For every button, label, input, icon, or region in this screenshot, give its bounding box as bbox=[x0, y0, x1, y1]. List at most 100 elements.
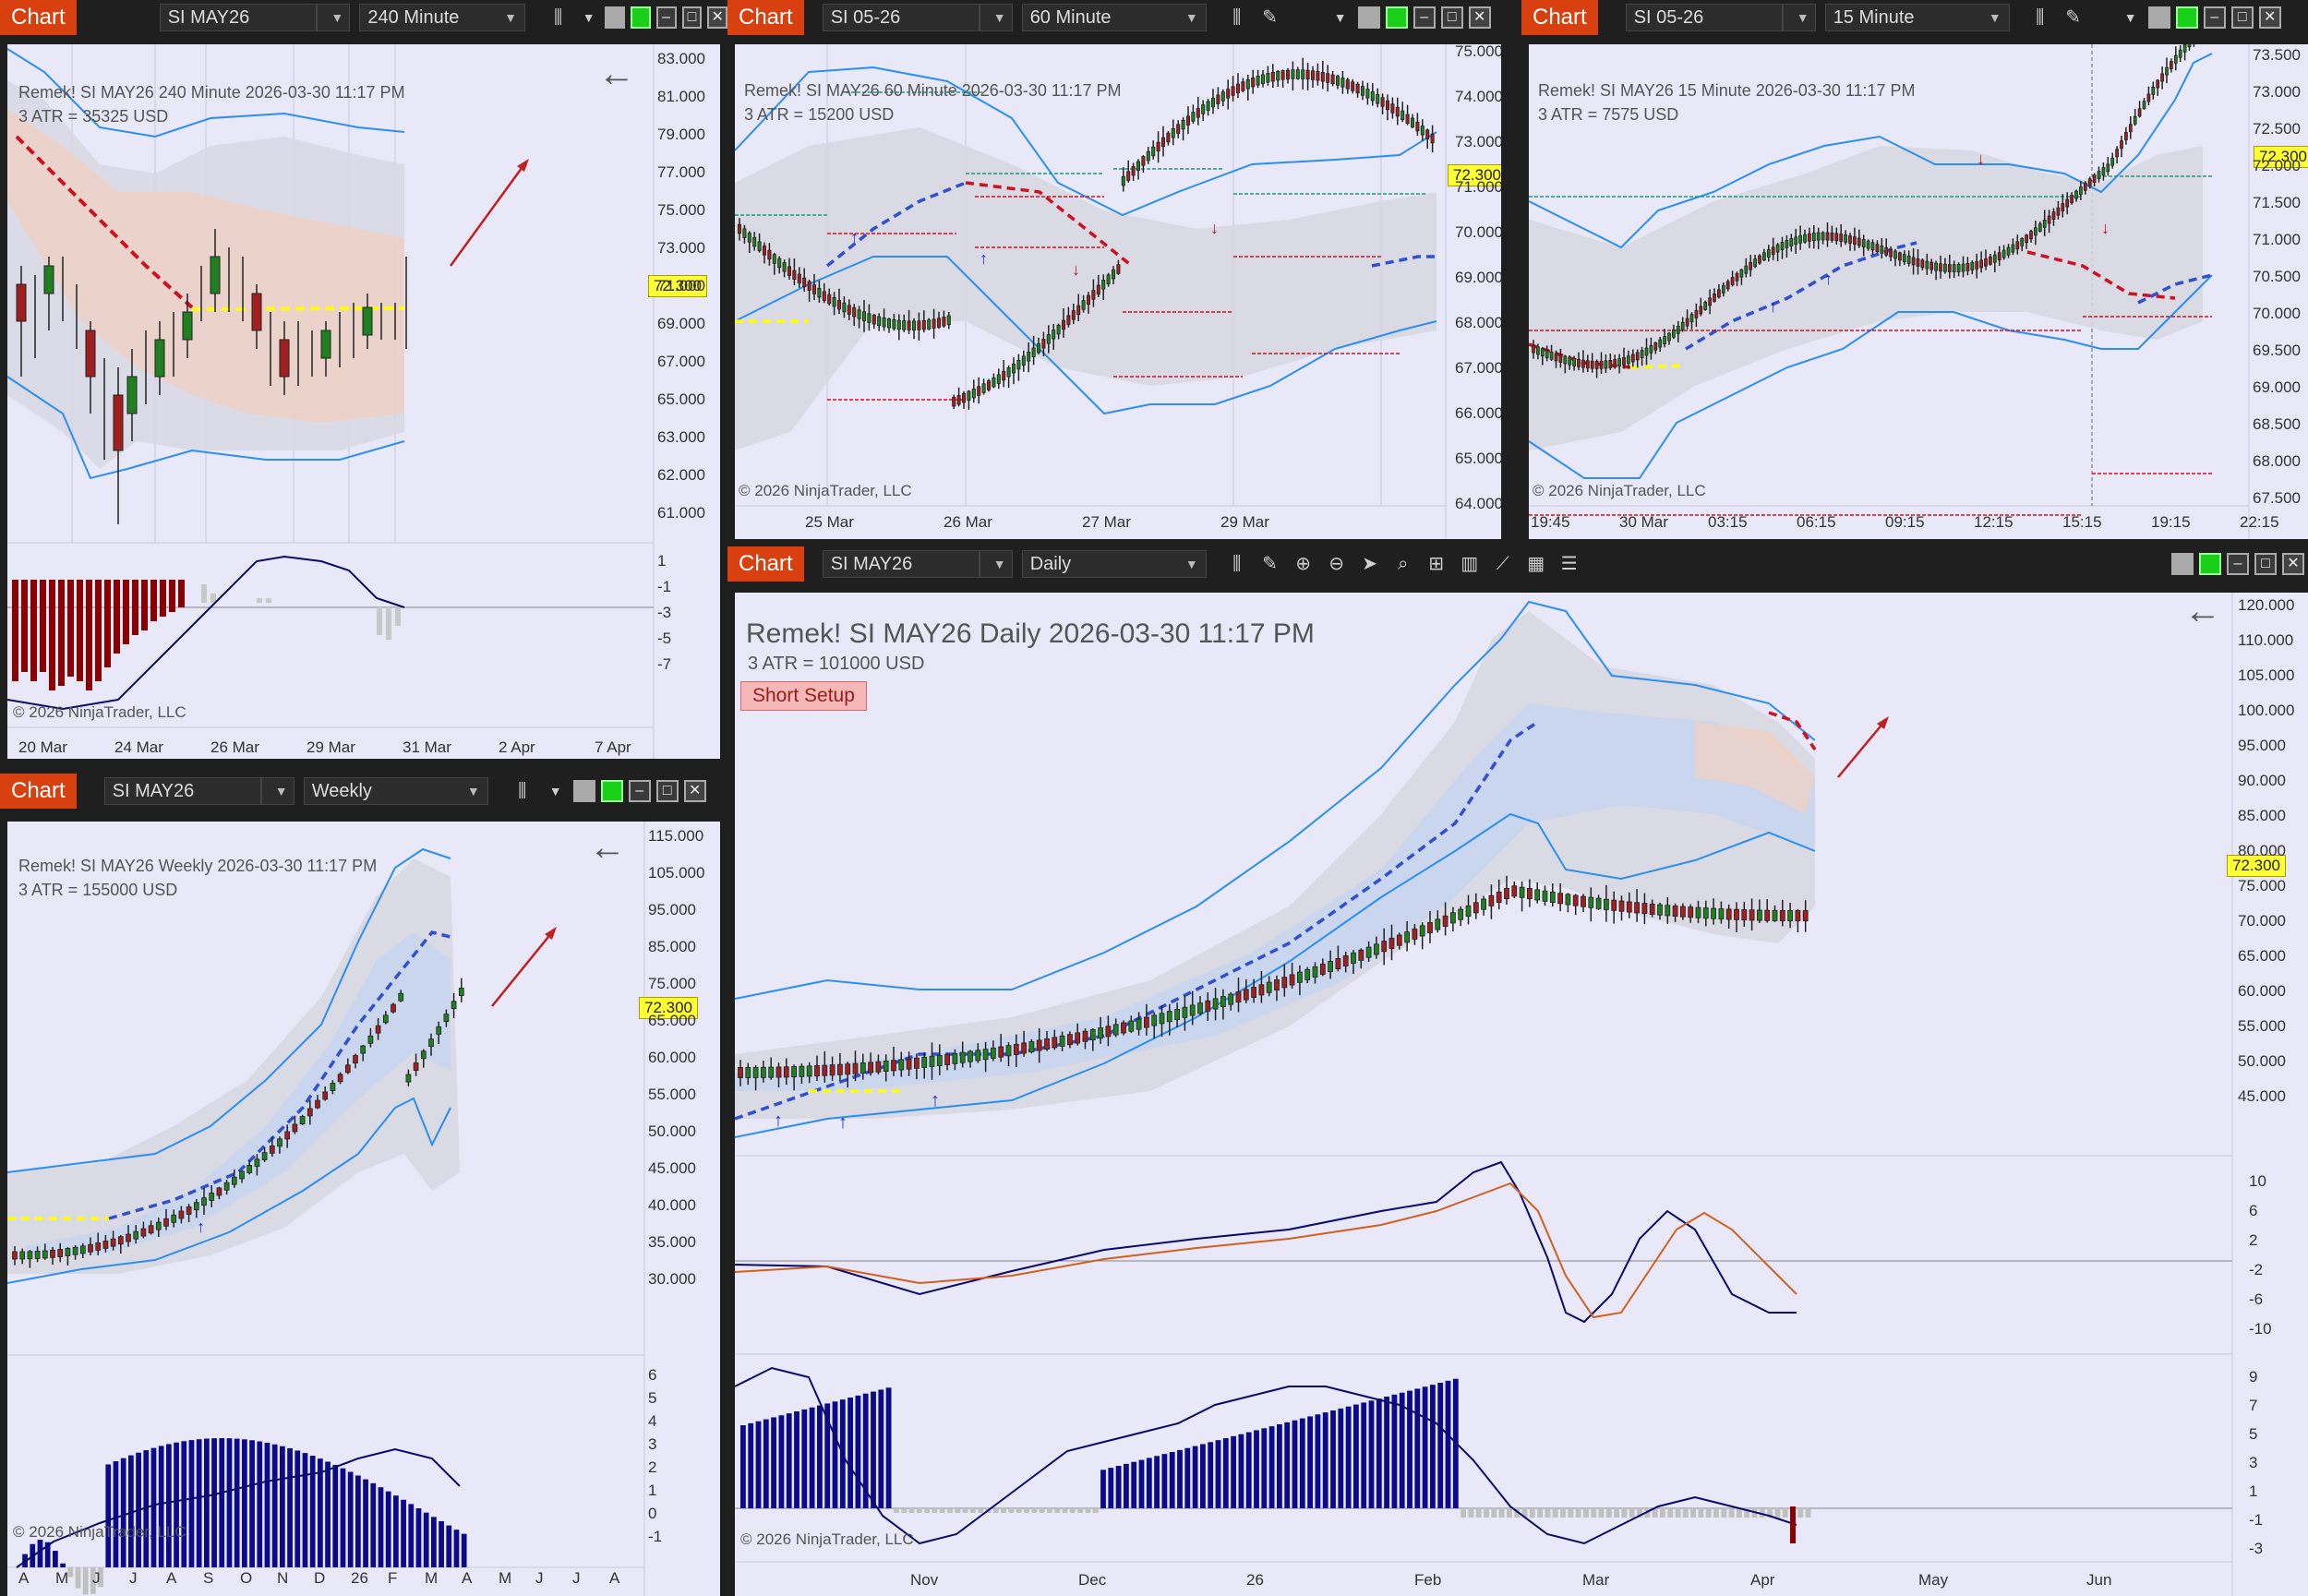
zoom-in-icon[interactable]: ⊕ bbox=[1295, 554, 1312, 574]
chart-tag[interactable]: Chart bbox=[1521, 0, 1598, 35]
svg-text:↑: ↑ bbox=[1769, 297, 1777, 316]
arrow-left-icon[interactable]: ← bbox=[589, 827, 626, 868]
chart-plot-area[interactable]: ↑ ↑ ↑ Remek! SI MAY26 Daily 2026-03-30 11:… bbox=[735, 593, 2308, 1596]
arrow-left-icon[interactable]: ← bbox=[2184, 593, 2221, 631]
minimize-icon[interactable]: – bbox=[1412, 6, 1436, 29]
price-axis-label: 95.000 bbox=[2238, 737, 2286, 754]
pencil-icon[interactable]: ✎ bbox=[2065, 7, 2082, 28]
minimize-icon[interactable]: – bbox=[655, 6, 677, 29]
close-icon[interactable]: ✕ bbox=[1468, 6, 1491, 29]
strategies-icon[interactable]: ⟋ bbox=[1496, 554, 1509, 574]
svg-text:↑: ↑ bbox=[931, 1090, 940, 1110]
bar-chart-icon[interactable]: ⫼ bbox=[1232, 554, 1242, 574]
chevron-down-icon[interactable]: ▼ bbox=[582, 10, 595, 25]
bar-chart-icon[interactable]: ⫼ bbox=[518, 781, 527, 801]
chart-tag[interactable]: Chart bbox=[727, 0, 804, 35]
maximize-icon[interactable]: □ bbox=[655, 780, 679, 802]
chart-plot-area[interactable]: Remek! SI MAY26 240 Minute 2026-03-30 11… bbox=[7, 44, 720, 759]
list-icon[interactable]: ☰ bbox=[1560, 554, 1578, 574]
instrument-selector[interactable]: SI 05-26 bbox=[822, 4, 980, 31]
pencil-icon[interactable]: ✎ bbox=[1262, 554, 1279, 574]
window-link-button[interactable] bbox=[2147, 6, 2170, 29]
interval-selector[interactable]: 60 Minute ▼ bbox=[1021, 4, 1207, 31]
chevron-down-icon[interactable]: ▼ bbox=[1333, 10, 1347, 25]
zoom-out-icon[interactable]: ⊖ bbox=[1328, 554, 1345, 574]
maximize-icon[interactable]: □ bbox=[681, 6, 703, 29]
window-color-button[interactable] bbox=[1385, 6, 1408, 29]
chart-window-60min: Chart SI 05-26 ▼ 60 Minute ▼ ⫼ ✎ ▼ – □ ✕ bbox=[727, 0, 1521, 545]
instrument-dropdown-button[interactable]: ▼ bbox=[1782, 4, 1816, 31]
window-link-button[interactable] bbox=[2171, 553, 2194, 575]
bar-chart-icon[interactable]: ⫼ bbox=[2036, 7, 2045, 28]
time-axis-label: 30 Mar bbox=[1619, 513, 1668, 531]
chart-plot-area[interactable]: ↑ ↑ ↓ ↓ Remek! SI MAY26 60 Minute 2026-03-… bbox=[735, 44, 1501, 539]
time-axis-label: May bbox=[1918, 1571, 1949, 1589]
chart-tag[interactable]: Chart bbox=[727, 546, 804, 582]
chart-plot-area[interactable]: ↑ Remek! SI MAY26 Weekly 2026-03-30 11:1… bbox=[7, 822, 720, 1596]
indicator-axis-label: -3 bbox=[2249, 1540, 2264, 1557]
price-chart-svg bbox=[7, 44, 655, 759]
interval-selector[interactable]: 15 Minute ▼ bbox=[1824, 4, 2010, 31]
price-axis-label: 30.000 bbox=[648, 1270, 696, 1288]
price-axis-label: 63.000 bbox=[657, 428, 705, 446]
maximize-icon[interactable]: □ bbox=[2254, 553, 2277, 575]
instrument-dropdown-button[interactable]: ▼ bbox=[979, 550, 1013, 578]
window-color-button[interactable] bbox=[600, 780, 623, 802]
interval-label: 240 Minute bbox=[367, 6, 460, 28]
price-axis-label: 73.000 bbox=[2253, 83, 2301, 101]
window-link-button[interactable] bbox=[572, 780, 595, 802]
window-color-button[interactable] bbox=[2175, 6, 2198, 29]
window-link-button[interactable] bbox=[1357, 6, 1380, 29]
window-color-button[interactable] bbox=[630, 6, 651, 29]
close-icon[interactable]: ✕ bbox=[707, 6, 728, 29]
minimize-icon[interactable]: – bbox=[2227, 553, 2249, 575]
window-link-button[interactable] bbox=[605, 6, 625, 29]
arrow-left-icon[interactable]: ← bbox=[598, 54, 635, 94]
price-chart-svg: ↑ bbox=[7, 822, 645, 1596]
maximize-icon[interactable]: □ bbox=[1440, 6, 1463, 29]
indicator-axis-label: 9 bbox=[2249, 1368, 2258, 1386]
minimize-icon[interactable]: – bbox=[628, 780, 651, 802]
interval-selector[interactable]: 240 Minute ▼ bbox=[359, 4, 526, 31]
arrow-up-right-icon bbox=[491, 931, 553, 1007]
chart-plot-area[interactable]: ↑ ↑ ↓ ↓ Remek! SI MAY26 15 Minute 2026-03-… bbox=[1529, 44, 2308, 539]
close-icon[interactable]: ✕ bbox=[683, 780, 706, 802]
minimize-icon[interactable]: – bbox=[2203, 6, 2226, 29]
instrument-dropdown-button[interactable]: ▼ bbox=[260, 777, 295, 805]
window-color-button[interactable] bbox=[2199, 553, 2221, 575]
chart-tag[interactable]: Chart bbox=[0, 0, 77, 35]
price-axis-label: 65.000 bbox=[657, 390, 705, 408]
chevron-down-icon[interactable]: ▼ bbox=[548, 784, 562, 798]
chevron-down-icon[interactable]: ▼ bbox=[2123, 10, 2137, 25]
bar-chart-icon[interactable]: ⫼ bbox=[1232, 7, 1242, 28]
pencil-icon[interactable]: ✎ bbox=[1262, 7, 1279, 28]
interval-selector[interactable]: Weekly ▼ bbox=[303, 777, 488, 805]
indicator-axis-label: 1 bbox=[648, 1482, 657, 1499]
price-axis-label: 70.000 bbox=[2238, 912, 2286, 930]
close-icon[interactable]: ✕ bbox=[2282, 553, 2304, 575]
chart-window-15min: Chart SI 05-26 ▼ 15 Minute ▼ ⫼ ✎ ▼ – □ ✕ bbox=[1521, 0, 2308, 545]
price-axis-label: 80.000 bbox=[2238, 842, 2286, 859]
templates-icon[interactable]: ▦ bbox=[1527, 554, 1545, 574]
window-toolbar: Chart SI 05-26 ▼ 60 Minute ▼ ⫼ ✎ ▼ – □ ✕ bbox=[727, 0, 1521, 35]
data-box-icon[interactable]: ⌕ bbox=[1398, 554, 1409, 574]
cursor-icon[interactable]: ➤ bbox=[1362, 554, 1378, 574]
instrument-dropdown-button[interactable]: ▼ bbox=[317, 4, 351, 31]
bar-chart-icon[interactable]: ⫼ bbox=[553, 7, 563, 28]
price-axis-label: 40.000 bbox=[648, 1196, 696, 1214]
price-axis-label: 62.000 bbox=[657, 466, 705, 484]
instrument-dropdown-button[interactable]: ▼ bbox=[979, 4, 1013, 31]
close-icon[interactable]: ✕ bbox=[2258, 6, 2281, 29]
properties-icon[interactable]: ⊞ bbox=[1428, 554, 1445, 574]
instrument-selector[interactable]: SI MAY26 bbox=[103, 777, 261, 805]
chart-tag[interactable]: Chart bbox=[0, 774, 77, 809]
interval-selector[interactable]: Daily ▼ bbox=[1021, 550, 1207, 578]
instrument-selector[interactable]: SI 05-26 bbox=[1625, 4, 1783, 31]
svg-text:↓: ↓ bbox=[2101, 219, 2110, 237]
time-axis-label: 15:15 bbox=[2062, 513, 2102, 531]
indicators-icon[interactable]: ▥ bbox=[1461, 554, 1479, 574]
maximize-icon[interactable]: □ bbox=[2230, 6, 2254, 29]
instrument-selector[interactable]: SI MAY26 bbox=[159, 4, 318, 31]
instrument-selector[interactable]: SI MAY26 bbox=[822, 550, 980, 578]
price-axis-label: 83.000 bbox=[657, 50, 705, 67]
